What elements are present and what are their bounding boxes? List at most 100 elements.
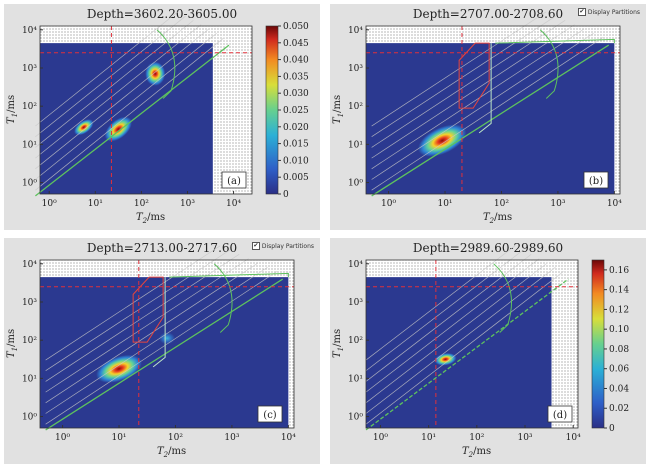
x-axis-unit: /ms bbox=[168, 446, 186, 457]
y-tick-label: 10⁴ bbox=[348, 26, 363, 36]
y-tick-label: 10⁰ bbox=[348, 179, 363, 189]
colorbar-tick-label: 0.045 bbox=[283, 39, 309, 49]
colorbar-tick-label: 0.04 bbox=[609, 384, 629, 394]
colorbar-tick-label: 0.025 bbox=[283, 106, 309, 116]
checkbox-checked-icon[interactable]: ✔ bbox=[577, 8, 586, 16]
x-tick-label: 10⁰ bbox=[55, 433, 70, 443]
x-tick-label: 10⁴ bbox=[281, 433, 296, 443]
t1t2-ratio-line bbox=[365, 262, 548, 404]
checkbox-checked-icon[interactable]: ✔ bbox=[251, 242, 260, 250]
t1t2-ratio-line bbox=[35, 24, 202, 159]
colorbar-tick-label: 0.12 bbox=[609, 305, 629, 315]
t1t2-ratio-line bbox=[35, 11, 179, 127]
panel-label: (a) bbox=[227, 176, 241, 187]
y-axis-sub: 1 bbox=[337, 113, 345, 117]
y-tick-label: 10⁰ bbox=[22, 413, 37, 423]
signal-blob bbox=[74, 119, 94, 136]
x-tick-label: 10⁴ bbox=[226, 199, 241, 209]
y-tick-label: 10¹ bbox=[22, 374, 37, 384]
t1-equals-t2-line bbox=[365, 278, 569, 431]
t1t2-map-a[interactable]: 10⁰ 10¹ 10² 10³ 10⁴ 10⁰ 10¹ 10² 10³ 10⁴ T2/ms T1/ms… bbox=[4, 4, 320, 230]
colorbar-tick-label: 0.16 bbox=[609, 266, 629, 276]
checkbox-label: Display Partitions bbox=[261, 242, 314, 250]
panel-c: Depth=2713.00-2717.60 ✔ Display Partitio… bbox=[4, 238, 320, 464]
x-tick-label: 10⁰ bbox=[381, 199, 396, 209]
panel-label-box bbox=[257, 405, 283, 423]
colorbar-tick-label: 0.10 bbox=[609, 325, 629, 335]
partition-pore-b bbox=[152, 277, 166, 368]
x-tick-label: 10¹ bbox=[437, 199, 452, 209]
t1t2-ratio-line bbox=[45, 249, 230, 372]
partition-curve bbox=[539, 29, 559, 99]
x-tick-label: 10¹ bbox=[421, 433, 436, 443]
t1t2-map-d[interactable]: 10⁰ 10¹ 10² 10³ 10⁴ 10⁰ 10¹ 10² 10³ 10⁴ T2/ms T1/ms… bbox=[330, 238, 646, 464]
y-axis-label: T1/ms bbox=[332, 95, 345, 124]
panel-title: Depth=3602.20-3605.00 bbox=[86, 7, 238, 21]
colorbar-tick-label: 0.14 bbox=[609, 286, 629, 296]
y-axis-unit: /ms bbox=[6, 95, 17, 113]
panel-d: Depth=2989.60-2989.60 10⁰ 10¹ 10² 10³ 10⁴ 10⁰… bbox=[330, 238, 646, 464]
signal-blob bbox=[104, 116, 132, 142]
y-tick-label: 10⁴ bbox=[22, 26, 37, 36]
y-tick-label: 10⁰ bbox=[348, 413, 363, 423]
t1t2-ratio-line bbox=[365, 266, 556, 414]
x-axis-sub: 2 bbox=[142, 217, 148, 225]
y-tick-label: 10¹ bbox=[22, 140, 37, 150]
y-tick-label: 10⁴ bbox=[348, 260, 363, 270]
x-axis-sub: 2 bbox=[489, 217, 495, 225]
t1t2-ratio-line bbox=[45, 262, 259, 404]
partition-pore-b bbox=[478, 43, 492, 134]
y-axis-sub: 1 bbox=[11, 347, 19, 351]
colorbar-tick-label: 0.06 bbox=[609, 365, 629, 375]
panel-b: Depth=2707.00-2708.60 ✔ Display Partitio… bbox=[330, 4, 646, 230]
x-axis-label: T2/ms bbox=[462, 446, 491, 459]
plot-frame bbox=[365, 25, 621, 195]
t1t2-map-b[interactable]: 10⁰ 10¹ 10² 10³ 10⁴ 10⁰ 10¹ 10² 10³ 10⁴ T2/ms T1/ms… bbox=[330, 4, 646, 230]
colorbar-tick-label: 0.020 bbox=[283, 123, 309, 133]
panel-label-box bbox=[547, 405, 573, 423]
colorbar-tick-label: 0.040 bbox=[283, 56, 309, 66]
signal-blob bbox=[145, 61, 166, 86]
colorbar-tick-label: 0.010 bbox=[283, 156, 309, 166]
panel-label: (c) bbox=[263, 410, 277, 421]
y-tick-label: 10⁰ bbox=[22, 179, 37, 189]
colorbar-tick-label: 0.015 bbox=[283, 140, 309, 150]
y-tick-label: 10² bbox=[22, 336, 37, 346]
colorbar-tick-label: 0 bbox=[609, 424, 615, 434]
x-tick-label: 10² bbox=[134, 199, 149, 209]
panel-title: Depth=2713.00-2717.60 bbox=[86, 241, 238, 255]
partition-curve bbox=[213, 263, 233, 333]
t1t2-ratio-line bbox=[45, 271, 278, 425]
t1t2-map-c[interactable]: 10⁰ 10¹ 10² 10³ 10⁴ 10⁰ 10¹ 10² 10³ 10⁴ T2/ms T1/ms… bbox=[4, 238, 320, 464]
partition-pore-c bbox=[169, 272, 289, 278]
x-tick-label: 10⁴ bbox=[607, 199, 622, 209]
t1t2-ratio-line bbox=[371, 28, 585, 170]
x-tick-label: 10¹ bbox=[111, 433, 126, 443]
x-tick-label: 10³ bbox=[224, 433, 239, 443]
display-partitions-checkbox[interactable]: ✔ Display Partitions bbox=[251, 242, 314, 250]
panel-label: (b) bbox=[589, 176, 603, 187]
partition-curve bbox=[493, 263, 513, 333]
checkbox-label: Display Partitions bbox=[587, 8, 640, 16]
y-tick-label: 10³ bbox=[22, 298, 37, 308]
colorbar bbox=[591, 259, 605, 429]
colorbar-tick-label: 0.050 bbox=[283, 22, 309, 32]
x-axis-label: T2/ms bbox=[157, 446, 186, 459]
partition-pore-a bbox=[458, 42, 490, 109]
t1-equals-t2-line bbox=[371, 44, 610, 197]
y-tick-label: 10³ bbox=[348, 64, 363, 74]
partition-pore-a bbox=[132, 276, 164, 343]
colorbar-tick-label: 0 bbox=[283, 190, 289, 200]
y-tick-label: 10³ bbox=[348, 298, 363, 308]
t1t2-ratio-line bbox=[35, 32, 217, 180]
t1t2-ratio-line bbox=[35, 28, 210, 170]
t1t2-ratio-line bbox=[371, 37, 604, 191]
t1t2-ratio-line bbox=[365, 245, 516, 361]
y-axis-unit: /ms bbox=[332, 329, 343, 347]
signal-blob bbox=[159, 332, 175, 345]
y-tick-label: 10³ bbox=[22, 64, 37, 74]
x-axis-label: T2/ms bbox=[483, 212, 512, 225]
t1t2-ratio-line bbox=[371, 15, 556, 138]
display-partitions-checkbox[interactable]: ✔ Display Partitions bbox=[577, 8, 640, 16]
y-axis-label: T1/ms bbox=[6, 329, 19, 358]
